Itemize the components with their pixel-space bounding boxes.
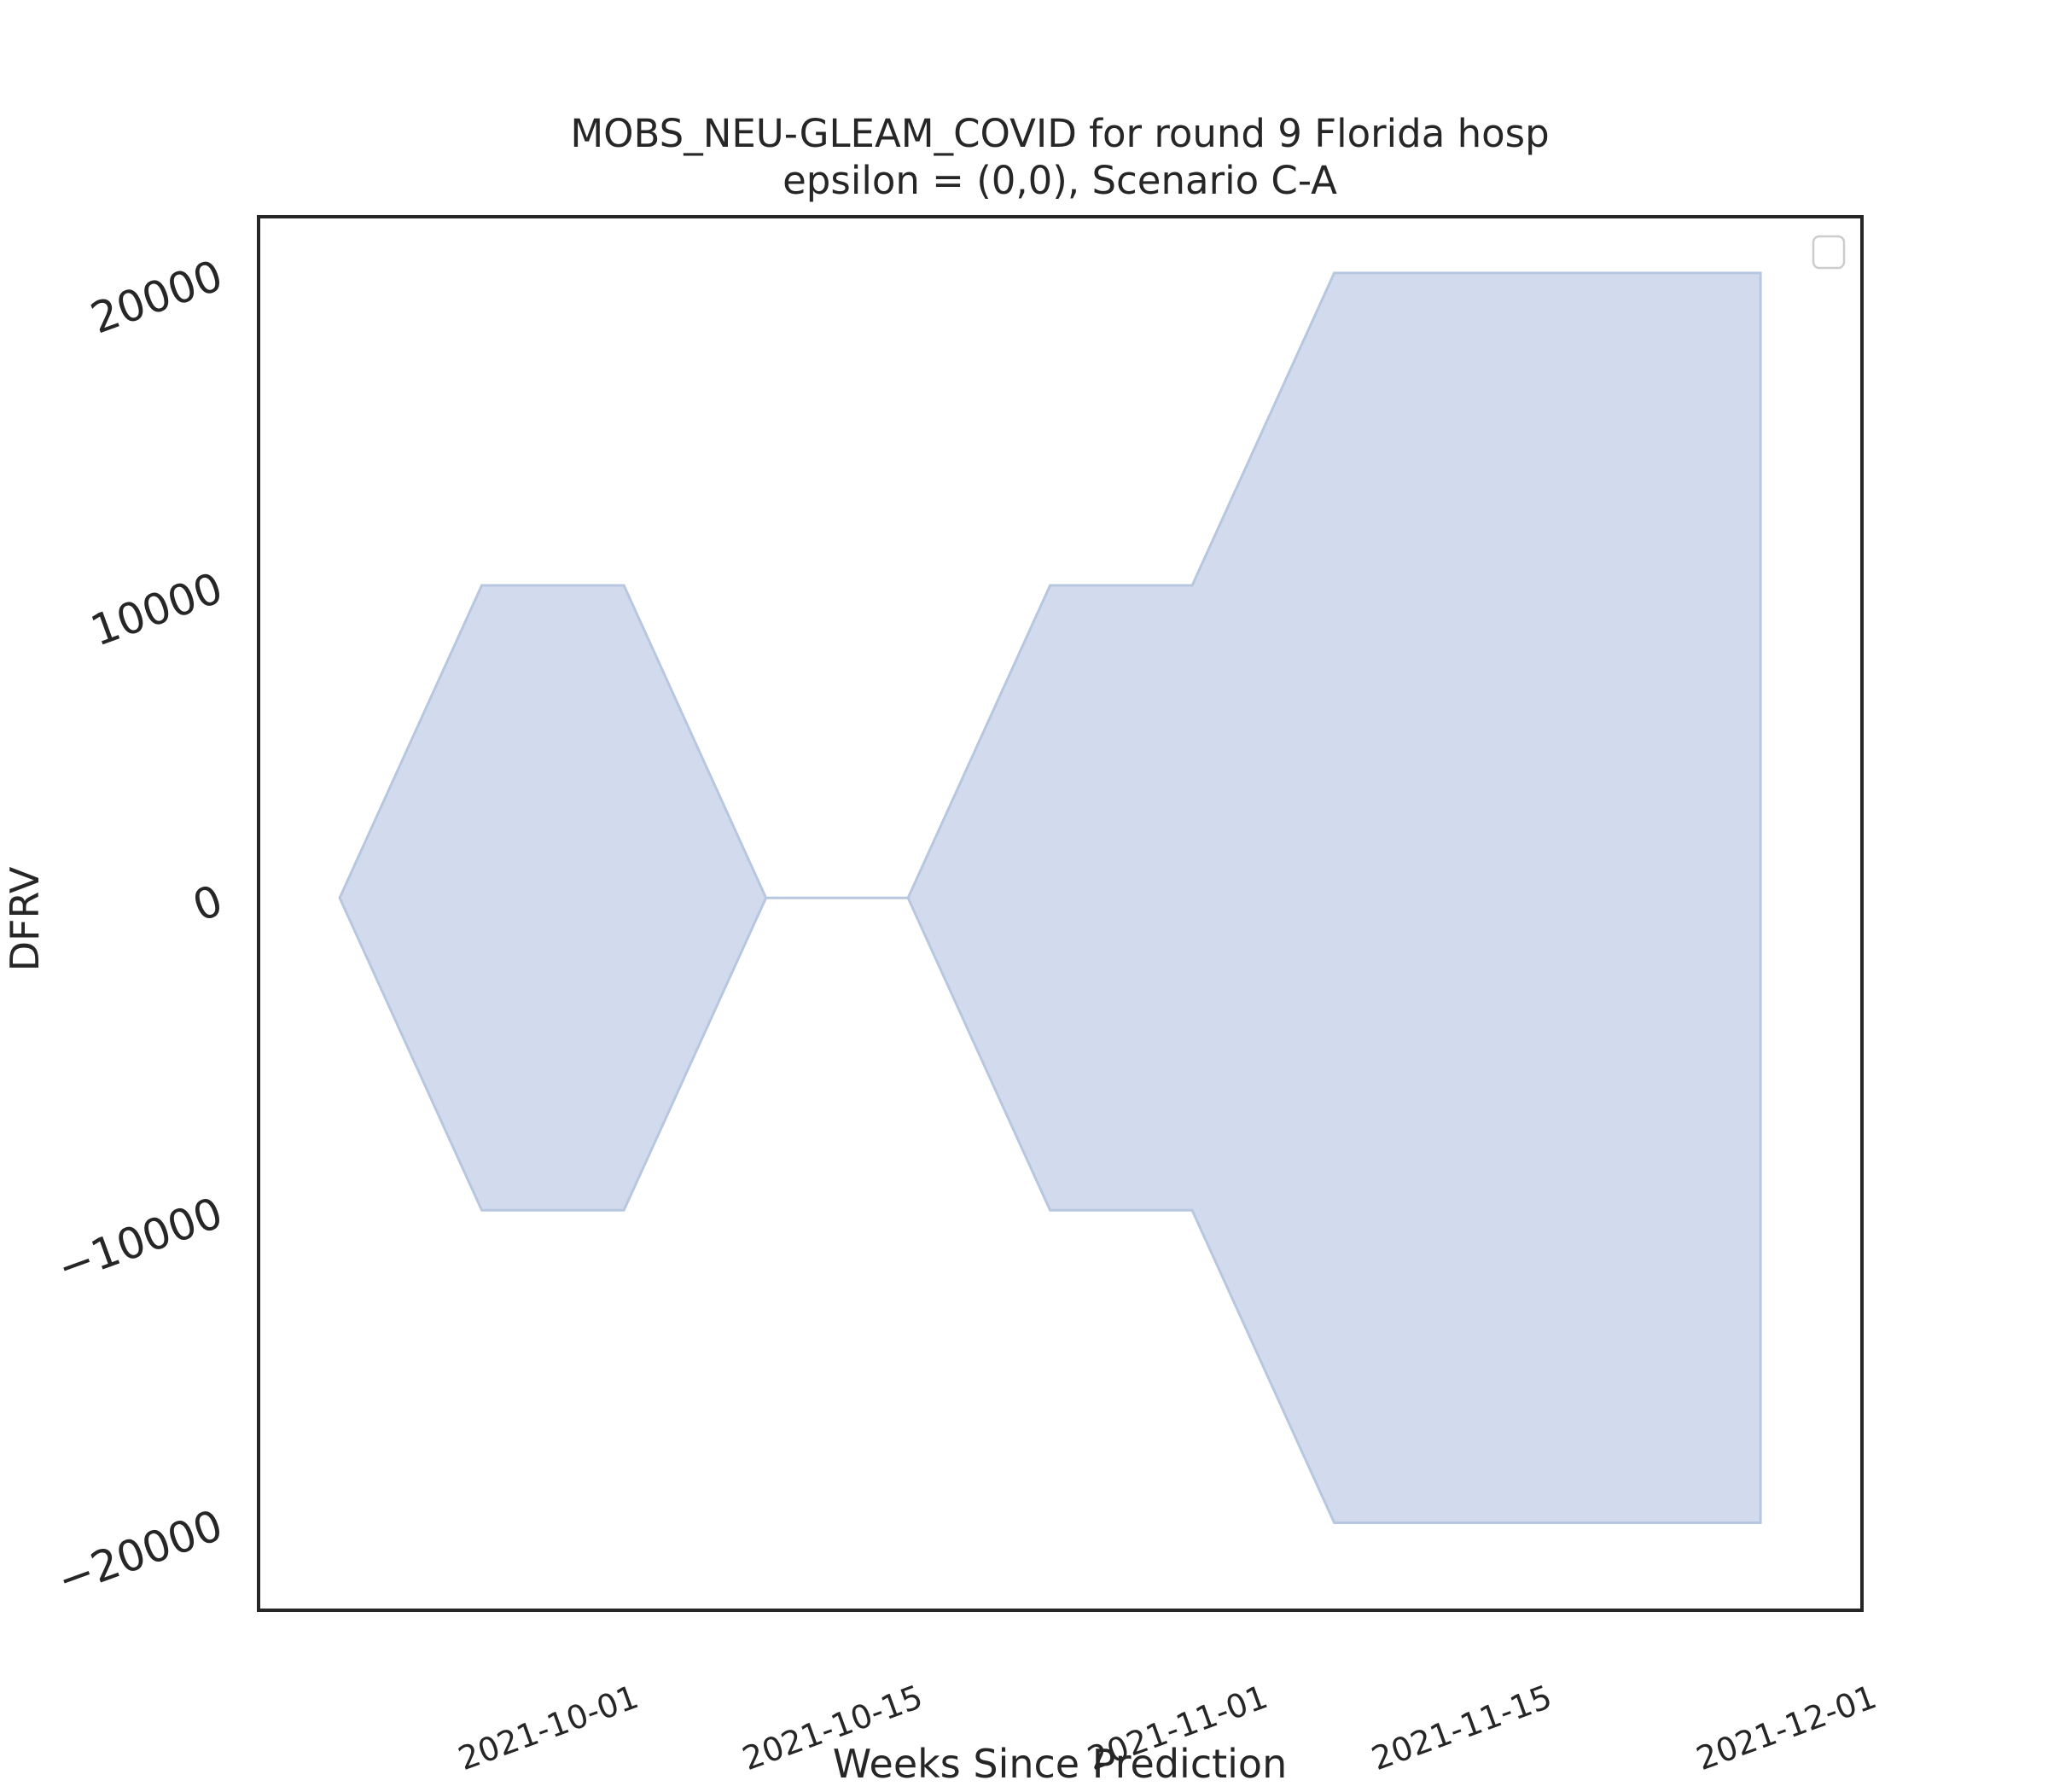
x-axis-label: Weeks Since Prediction <box>833 1741 1287 1787</box>
chart-title: MOBS_NEU-GLEAM_COVID for round 9 Florida… <box>570 111 1549 156</box>
y-axis-label: DFRV <box>2 866 48 971</box>
plot-frame <box>257 215 1864 1612</box>
y-axis-ticks: −20000 −10000 0 10000 20000 <box>51 251 230 1606</box>
x-tick-label: 2021-12-01 <box>1691 1678 1882 1777</box>
y-tick-label: 20000 <box>84 251 229 344</box>
y-tick-label: 10000 <box>84 563 229 656</box>
x-tick-label: 2021-11-15 <box>1367 1678 1557 1777</box>
legend-box <box>1812 235 1846 270</box>
y-tick-label: −20000 <box>51 1500 230 1605</box>
y-tick-label: 0 <box>187 876 230 931</box>
band-area-0 <box>338 271 1762 1524</box>
y-tick-label: −10000 <box>51 1188 230 1293</box>
x-tick-label: 2021-10-01 <box>453 1678 643 1777</box>
chart-subtitle: epsilon = (0,0), Scenario C-A <box>783 158 1337 203</box>
band-layer <box>338 271 1762 1524</box>
